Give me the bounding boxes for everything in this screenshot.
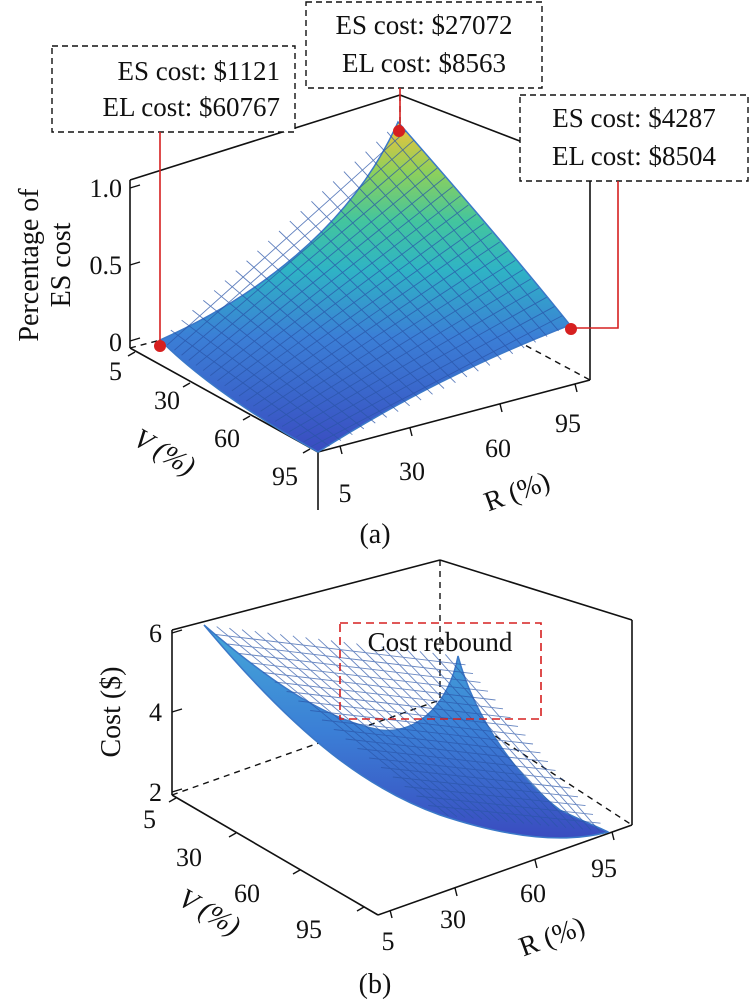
panel-a-rtick-1: 5	[339, 479, 352, 508]
mesh-line	[345, 738, 549, 763]
mesh-line	[332, 181, 502, 360]
mesh-line	[394, 647, 567, 829]
panel-a-z-ticks	[129, 184, 141, 342]
mesh-line	[428, 805, 601, 824]
panel-a-box	[129, 94, 591, 510]
panel-a-ztick-2: 0.5	[90, 251, 123, 280]
panel-b-zlabel: Cost ($)	[96, 667, 127, 758]
mesh-line	[311, 200, 479, 372]
panel-b-box	[171, 559, 633, 916]
panel-b-vtick-2: 30	[176, 843, 202, 872]
mesh-line	[321, 191, 491, 366]
annotation-3-es: ES cost: $4287	[552, 103, 716, 133]
panel-a-label: (a)	[359, 519, 390, 550]
annotation-1: ES cost: $1121 EL cost: $60767	[51, 45, 296, 352]
annotation-3-el: EL cost: $8504	[552, 141, 716, 171]
panel-b-ztick-2: 4	[149, 698, 162, 727]
mesh-line	[274, 269, 524, 422]
mesh-line	[406, 649, 575, 829]
mesh-line	[432, 652, 592, 831]
panel-b-rtick-1: 5	[382, 927, 395, 956]
annotation-3: ES cost: $4287 EL cost: $8504	[519, 94, 749, 335]
mesh-line	[419, 651, 584, 830]
mesh-line	[253, 241, 500, 407]
mesh-line	[381, 646, 558, 828]
annotation-1-point	[154, 340, 166, 352]
mesh-line	[245, 232, 493, 402]
panel-b-ztick-3: 2	[149, 778, 162, 807]
mesh-line	[281, 278, 532, 427]
panel-a: 1.0 0.5 0 Percentage of ES cost 5 30 60 …	[14, 1, 749, 550]
panel-b-label: (b)	[359, 969, 392, 1000]
panel-a-surface-mesh	[166, 130, 563, 448]
mesh-line	[356, 643, 542, 826]
annotation-1-el: EL cost: $60767	[103, 92, 280, 122]
mesh-line	[260, 250, 508, 412]
panel-a-rlabel: R (%)	[480, 466, 554, 518]
mesh-line	[444, 654, 600, 832]
mesh-line	[300, 210, 468, 378]
panel-b-ztick-1: 6	[149, 619, 162, 648]
mesh-line	[303, 306, 555, 443]
panel-a-ztick-1: 1.0	[90, 174, 123, 203]
panel-b-v-ticks	[168, 797, 365, 912]
annotation-2-es: ES cost: $27072	[335, 10, 512, 40]
panel-a-vlabel: V (%)	[128, 423, 200, 483]
panel-a-zlabel-line1: Percentage of	[14, 188, 45, 342]
mesh-line	[386, 131, 559, 332]
panel-b-vtick-1: 5	[143, 805, 156, 834]
cost-rebound-label: Cost rebound	[368, 627, 513, 657]
panel-b-rlabel: R (%)	[515, 911, 589, 963]
mesh-line	[369, 757, 564, 780]
panel-a-surface	[158, 120, 572, 453]
panel-b-vtick-3: 60	[234, 879, 260, 908]
mesh-line	[392, 776, 579, 798]
mesh-line	[376, 141, 548, 337]
panel-a-vtick-4: 95	[272, 462, 298, 491]
mesh-line	[289, 287, 539, 433]
panel-a-vtick-1: 5	[109, 357, 122, 386]
panel-a-rtick-4: 95	[555, 409, 581, 438]
cost-rebound-box	[339, 622, 542, 720]
mesh-line	[357, 748, 556, 771]
panel-a-zlabel: Percentage of ES cost	[14, 188, 77, 342]
mesh-line	[321, 719, 534, 745]
annotation-1-es: ES cost: $1121	[117, 56, 280, 86]
panel-a-rtick-2: 30	[399, 457, 425, 486]
panel-b-rtick-2: 30	[440, 905, 466, 934]
panel-a-r-ticks	[339, 383, 578, 455]
panel-b-surface	[203, 624, 611, 839]
panel-b-z-ticks	[171, 629, 183, 793]
panel-a-zlabel-line2: ES cost	[46, 222, 77, 307]
annotation-2-point	[393, 125, 405, 137]
mesh-line	[343, 641, 533, 825]
mesh-line	[365, 151, 536, 343]
panel-b-rtick-3: 60	[520, 879, 546, 908]
mesh-line	[404, 786, 586, 807]
annotation-2: ES cost: $27072 EL cost: $8563	[305, 1, 543, 137]
panel-b-vtick-4: 95	[296, 915, 322, 944]
panel-a-ztick-3: 0	[109, 328, 122, 357]
panel-a-rtick-3: 60	[485, 434, 511, 463]
panel-a-vtick-2: 30	[154, 386, 180, 415]
mesh-line	[238, 223, 485, 397]
panel-a-vtick-3: 60	[214, 424, 240, 453]
panel-b-rtick-4: 95	[591, 854, 617, 883]
panel-a-v-ticks	[127, 351, 311, 454]
annotation-3-point	[565, 323, 577, 335]
mesh-line	[333, 729, 541, 754]
mesh-line	[416, 795, 594, 815]
mesh-line	[296, 296, 547, 438]
mesh-line	[267, 260, 516, 417]
mesh-line	[310, 315, 563, 448]
mesh-line	[343, 171, 514, 355]
annotation-2-el: EL cost: $8563	[342, 48, 506, 78]
mesh-line	[289, 220, 456, 384]
mesh-line	[354, 161, 525, 349]
panel-b: 6 4 2 Cost ($) 5 30 60 95 V (%) 5 30 60 …	[96, 559, 633, 1000]
mesh-line	[380, 767, 571, 789]
panel-b-r-ticks	[389, 831, 615, 919]
mesh-line	[368, 644, 550, 827]
